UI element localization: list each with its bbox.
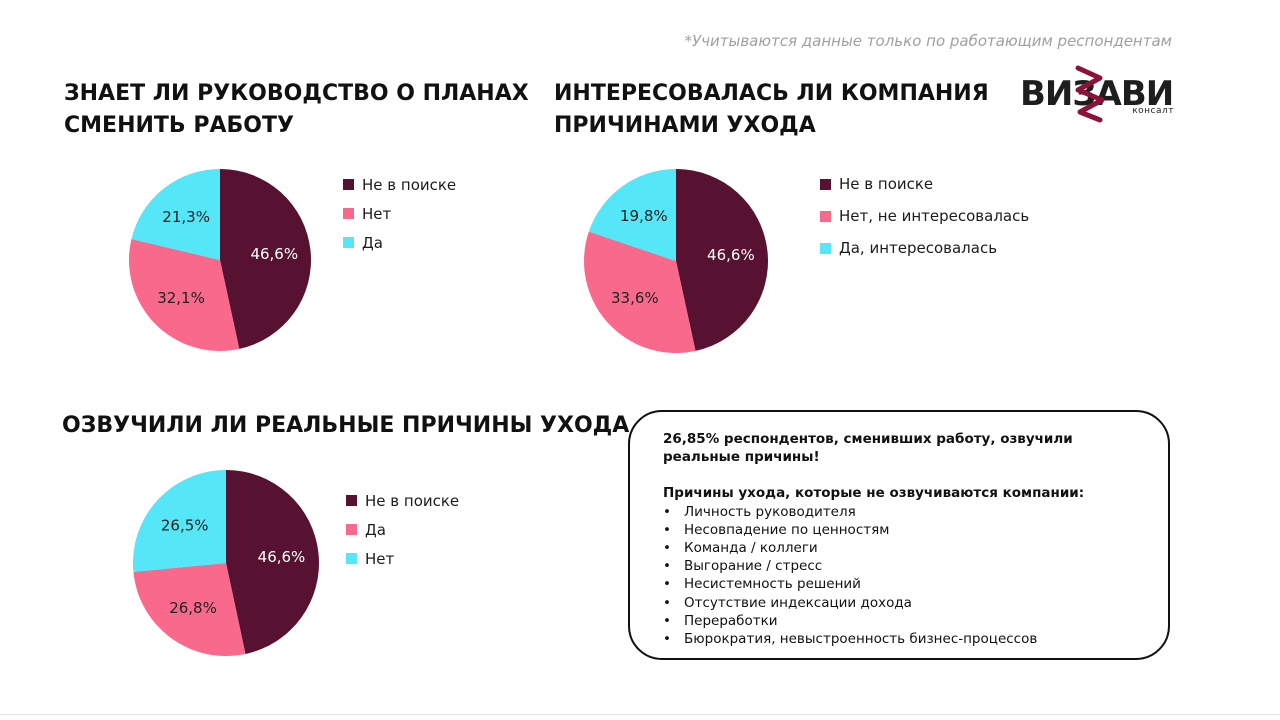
chart-2-title-line-1: ИНТЕРЕСОВАЛАСЬ ЛИ КОМПАНИЯ xyxy=(554,81,989,106)
logo-zigzag-icon xyxy=(1075,65,1105,123)
reasons-title: Причины ухода, которые не озвучиваются к… xyxy=(663,485,1085,502)
chart-1-title-line-2: СМЕНИТЬ РАБОТУ xyxy=(64,113,294,138)
legend-item: Нет xyxy=(346,544,459,573)
legend-label: Да xyxy=(362,233,383,252)
slice-value-label: 32,1% xyxy=(157,289,205,307)
slice-value-label: 46,6% xyxy=(250,245,298,263)
bottom-divider xyxy=(0,714,1280,715)
pie-slice xyxy=(133,563,246,656)
legend-swatch xyxy=(820,178,831,190)
insight-box: 26,85% респондентов, сменивших работу, о… xyxy=(628,410,1170,660)
legend-label: Нет xyxy=(362,204,392,223)
legend-swatch xyxy=(820,210,831,222)
legend-label: Не в поиске xyxy=(839,175,934,193)
pie-slice xyxy=(131,169,220,260)
chart-2-pie: 46,6% 33,6% 19,8% xyxy=(584,169,768,353)
list-item: Личность руководителя xyxy=(663,503,1144,521)
legend-swatch xyxy=(343,237,354,248)
chart-2-title-line-2: ПРИЧИНАМИ УХОДА xyxy=(554,113,816,138)
chart-3-title-line-1: ОЗВУЧИЛИ ЛИ РЕАЛЬНЫЕ ПРИЧИНЫ УХОДА xyxy=(62,413,630,438)
pie-slice xyxy=(676,169,768,351)
chart-3-title: ОЗВУЧИЛИ ЛИ РЕАЛЬНЫЕ ПРИЧИНЫ УХОДА xyxy=(62,410,629,442)
pie-slice xyxy=(226,470,319,654)
legend-swatch xyxy=(820,242,831,254)
slice-value-label: 26,5% xyxy=(161,516,209,534)
list-item: Отсутствие индексации дохода xyxy=(663,594,1144,612)
legend-label: Не в поиске xyxy=(365,491,460,510)
logo-subtitle: консалт xyxy=(1132,106,1174,116)
pie-slice xyxy=(133,470,226,572)
slice-value-label: 33,6% xyxy=(611,289,659,307)
legend-item: Да xyxy=(346,515,459,544)
list-item: Несовпадение по ценностям xyxy=(663,521,1144,539)
list-item: Переработки xyxy=(663,612,1144,630)
insight-headline: 26,85% респондентов, сменивших работу, о… xyxy=(663,431,1073,466)
pie-slice xyxy=(220,169,311,349)
slice-value-label: 26,8% xyxy=(169,599,217,617)
legend-label: Да, интересовалась xyxy=(839,239,998,257)
data-note: *Учитываются данные только по работающим… xyxy=(684,32,1173,50)
list-item: Команда / коллеги xyxy=(663,539,1144,557)
slice-value-label: 46,6% xyxy=(707,246,755,264)
chart-1-title: ЗНАЕТ ЛИ РУКОВОДСТВО О ПЛАНАХ СМЕНИТЬ РА… xyxy=(64,78,529,142)
slice-value-label: 21,3% xyxy=(162,208,210,226)
slice-value-label: 46,6% xyxy=(258,548,306,566)
legend-label: Да xyxy=(365,520,386,539)
legend-item: Нет xyxy=(343,199,456,228)
reasons-list: Личность руководителя Несовпадение по це… xyxy=(663,503,1144,649)
legend-item: Не в поиске xyxy=(343,170,456,199)
slice-value-label: 19,8% xyxy=(620,207,668,225)
pie-slice xyxy=(588,169,676,261)
list-item: Выгорание / стресс xyxy=(663,557,1144,575)
legend-item: Да, интересовалась xyxy=(820,232,1029,264)
legend-item: Не в поиске xyxy=(820,168,1029,200)
brand-logo: ВИЗАВИ консалт xyxy=(1020,65,1180,123)
pie-slice xyxy=(129,239,240,351)
legend-item: Да xyxy=(343,228,456,257)
legend-swatch xyxy=(343,179,354,190)
list-item: Бюрократия, невыстроенность бизнес-проце… xyxy=(663,630,1144,648)
legend-label: Нет xyxy=(365,549,395,568)
legend-item: Не в поиске xyxy=(346,486,459,515)
chart-2-title: ИНТЕРЕСОВАЛАСЬ ЛИ КОМПАНИЯ ПРИЧИНАМИ УХО… xyxy=(554,78,989,142)
list-item: Несистемность решений xyxy=(663,575,1144,593)
chart-1-pie: 46,6% 32,1% 21,3% xyxy=(129,169,311,351)
chart-1-title-line-1: ЗНАЕТ ЛИ РУКОВОДСТВО О ПЛАНАХ xyxy=(64,81,529,106)
chart-1-legend: Не в поиске Нет Да xyxy=(343,170,456,257)
legend-swatch xyxy=(346,524,357,535)
pie-slice xyxy=(584,231,696,353)
legend-swatch xyxy=(343,208,354,219)
legend-label: Нет, не интересовалась xyxy=(839,207,1030,225)
legend-item: Нет, не интересовалась xyxy=(820,200,1029,232)
chart-3-legend: Не в поиске Да Нет xyxy=(346,486,459,573)
legend-swatch xyxy=(346,553,357,564)
legend-swatch xyxy=(346,495,357,506)
legend-label: Не в поиске xyxy=(362,175,457,194)
chart-2-legend: Не в поиске Нет, не интересовалась Да, и… xyxy=(820,168,1029,264)
chart-3-pie: 46,6% 26,8% 26,5% xyxy=(133,470,319,656)
